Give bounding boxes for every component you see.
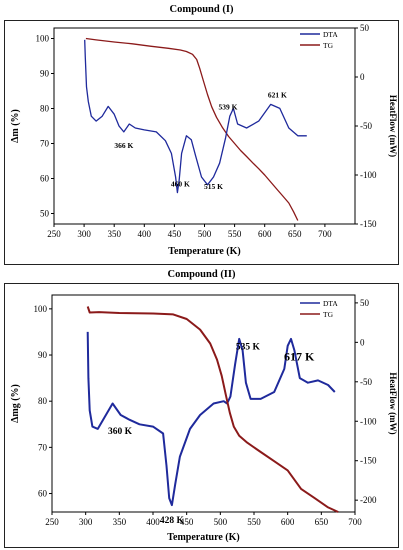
chart1-x-tick-label: 500	[198, 229, 212, 239]
chart2-annotation-label: 535 K	[236, 342, 261, 352]
chart2-y2-tick-label: -50	[360, 377, 372, 387]
chart1-y-axis-label: Δm (%)	[10, 109, 21, 143]
chart1-y-tick-label: 80	[40, 104, 50, 114]
chart1-x-tick-label: 700	[318, 229, 332, 239]
chart2-legend-label-tg: TG	[323, 310, 334, 319]
chart1-x-tick-label: 550	[228, 229, 242, 239]
chart2-y2-tick-label: 0	[360, 337, 365, 347]
chart2-x-tick-label: 500	[214, 517, 228, 527]
chart1-y-tick-label: 100	[36, 34, 50, 44]
chart1-series-dta-line	[84, 39, 307, 194]
chart2-x-tick-label: 600	[281, 517, 295, 527]
chart1-y2-tick-label: -150	[360, 219, 377, 229]
chart1-y2-tick-label: 50	[360, 23, 370, 33]
chart2-x-tick-label: 700	[348, 517, 362, 527]
chart1-plot-frame	[53, 27, 356, 225]
chart1-y-tick-label: 50	[40, 209, 50, 219]
chart1-x-axis-label: Temperature (K)	[168, 246, 241, 257]
chart1-x-tick-label: 250	[47, 229, 61, 239]
chart2-annotation-label: 428 K	[160, 516, 185, 526]
chart1-legend-label-tg: TG	[323, 41, 334, 50]
chart1-x-tick-label: 350	[107, 229, 121, 239]
chart2-y-tick-label: 80	[38, 396, 48, 406]
chart2-title: Compound (II)	[167, 269, 236, 280]
chart1-panel	[4, 20, 399, 265]
chart2-x-tick-label: 400	[146, 517, 160, 527]
chart1-y2-axis-label: HeatFlow (mW)	[388, 95, 398, 157]
chart2-x-tick-label: 250	[45, 517, 59, 527]
chart2-y-tick-label: 90	[38, 350, 48, 360]
chart2-x-tick-label: 350	[113, 517, 127, 527]
chart2-x-tick-label: 300	[79, 517, 93, 527]
chart1-x-tick-label: 450	[168, 229, 182, 239]
chart1-annotation-label: 515 K	[204, 182, 223, 191]
chart2-x-tick-label: 550	[247, 517, 261, 527]
chart1-y2-tick-label: 0	[360, 72, 365, 82]
chart1-x-tick-label: 650	[288, 229, 302, 239]
chart2-y2-axis-label: HeatFlow (mW)	[388, 372, 398, 434]
chart1-y2-tick-label: -50	[360, 121, 372, 131]
chart2-y-axis-label: Δmg (%)	[10, 384, 21, 423]
chart1-title: Compound (I)	[169, 4, 234, 15]
chart1-y-tick-label: 90	[40, 69, 50, 79]
chart2-legend-label-dta: DTA	[323, 299, 338, 308]
chart1-x-tick-label: 300	[77, 229, 91, 239]
chart2-x-axis-label: Temperature (K)	[167, 532, 240, 543]
chart2-y2-tick-label: -150	[360, 456, 377, 466]
chart2-annotation-label: 617 K	[284, 350, 315, 364]
chart2-x-tick-label: 450	[180, 517, 194, 527]
chart2-panel	[4, 283, 399, 548]
chart1-series-tg-line	[85, 37, 299, 221]
chart1-annotation-label: 366 K	[114, 141, 133, 150]
chart2-y-tick-label: 60	[38, 489, 48, 499]
chart2-y-tick-label: 100	[34, 304, 48, 314]
chart1-y-tick-label: 70	[40, 139, 50, 149]
chart1-annotation-label: 539 K	[218, 102, 237, 111]
chart2-series-tg-line	[86, 306, 339, 513]
chart2-x-tick-label: 650	[315, 517, 329, 527]
chart1-y2-tick-label: -100	[360, 170, 377, 180]
chart2-annotation-label: 360 K	[108, 427, 133, 437]
chart2-plot-frame	[51, 294, 356, 513]
chart2-y2-tick-label: 50	[360, 298, 370, 308]
chart1-x-tick-label: 400	[138, 229, 152, 239]
chart2-y2-tick-label: -100	[360, 416, 377, 426]
chart2-series-dta-line	[86, 331, 336, 507]
chart1-annotation-label: 460 K	[171, 180, 190, 189]
chart1-y-tick-label: 60	[40, 174, 50, 184]
chart2-y-tick-label: 70	[38, 442, 48, 452]
chart1-x-tick-label: 600	[258, 229, 272, 239]
chart1-annotation-label: 621 K	[268, 90, 287, 99]
chart2-y2-tick-label: -200	[360, 495, 377, 505]
chart1-legend-label-dta: DTA	[323, 30, 338, 39]
